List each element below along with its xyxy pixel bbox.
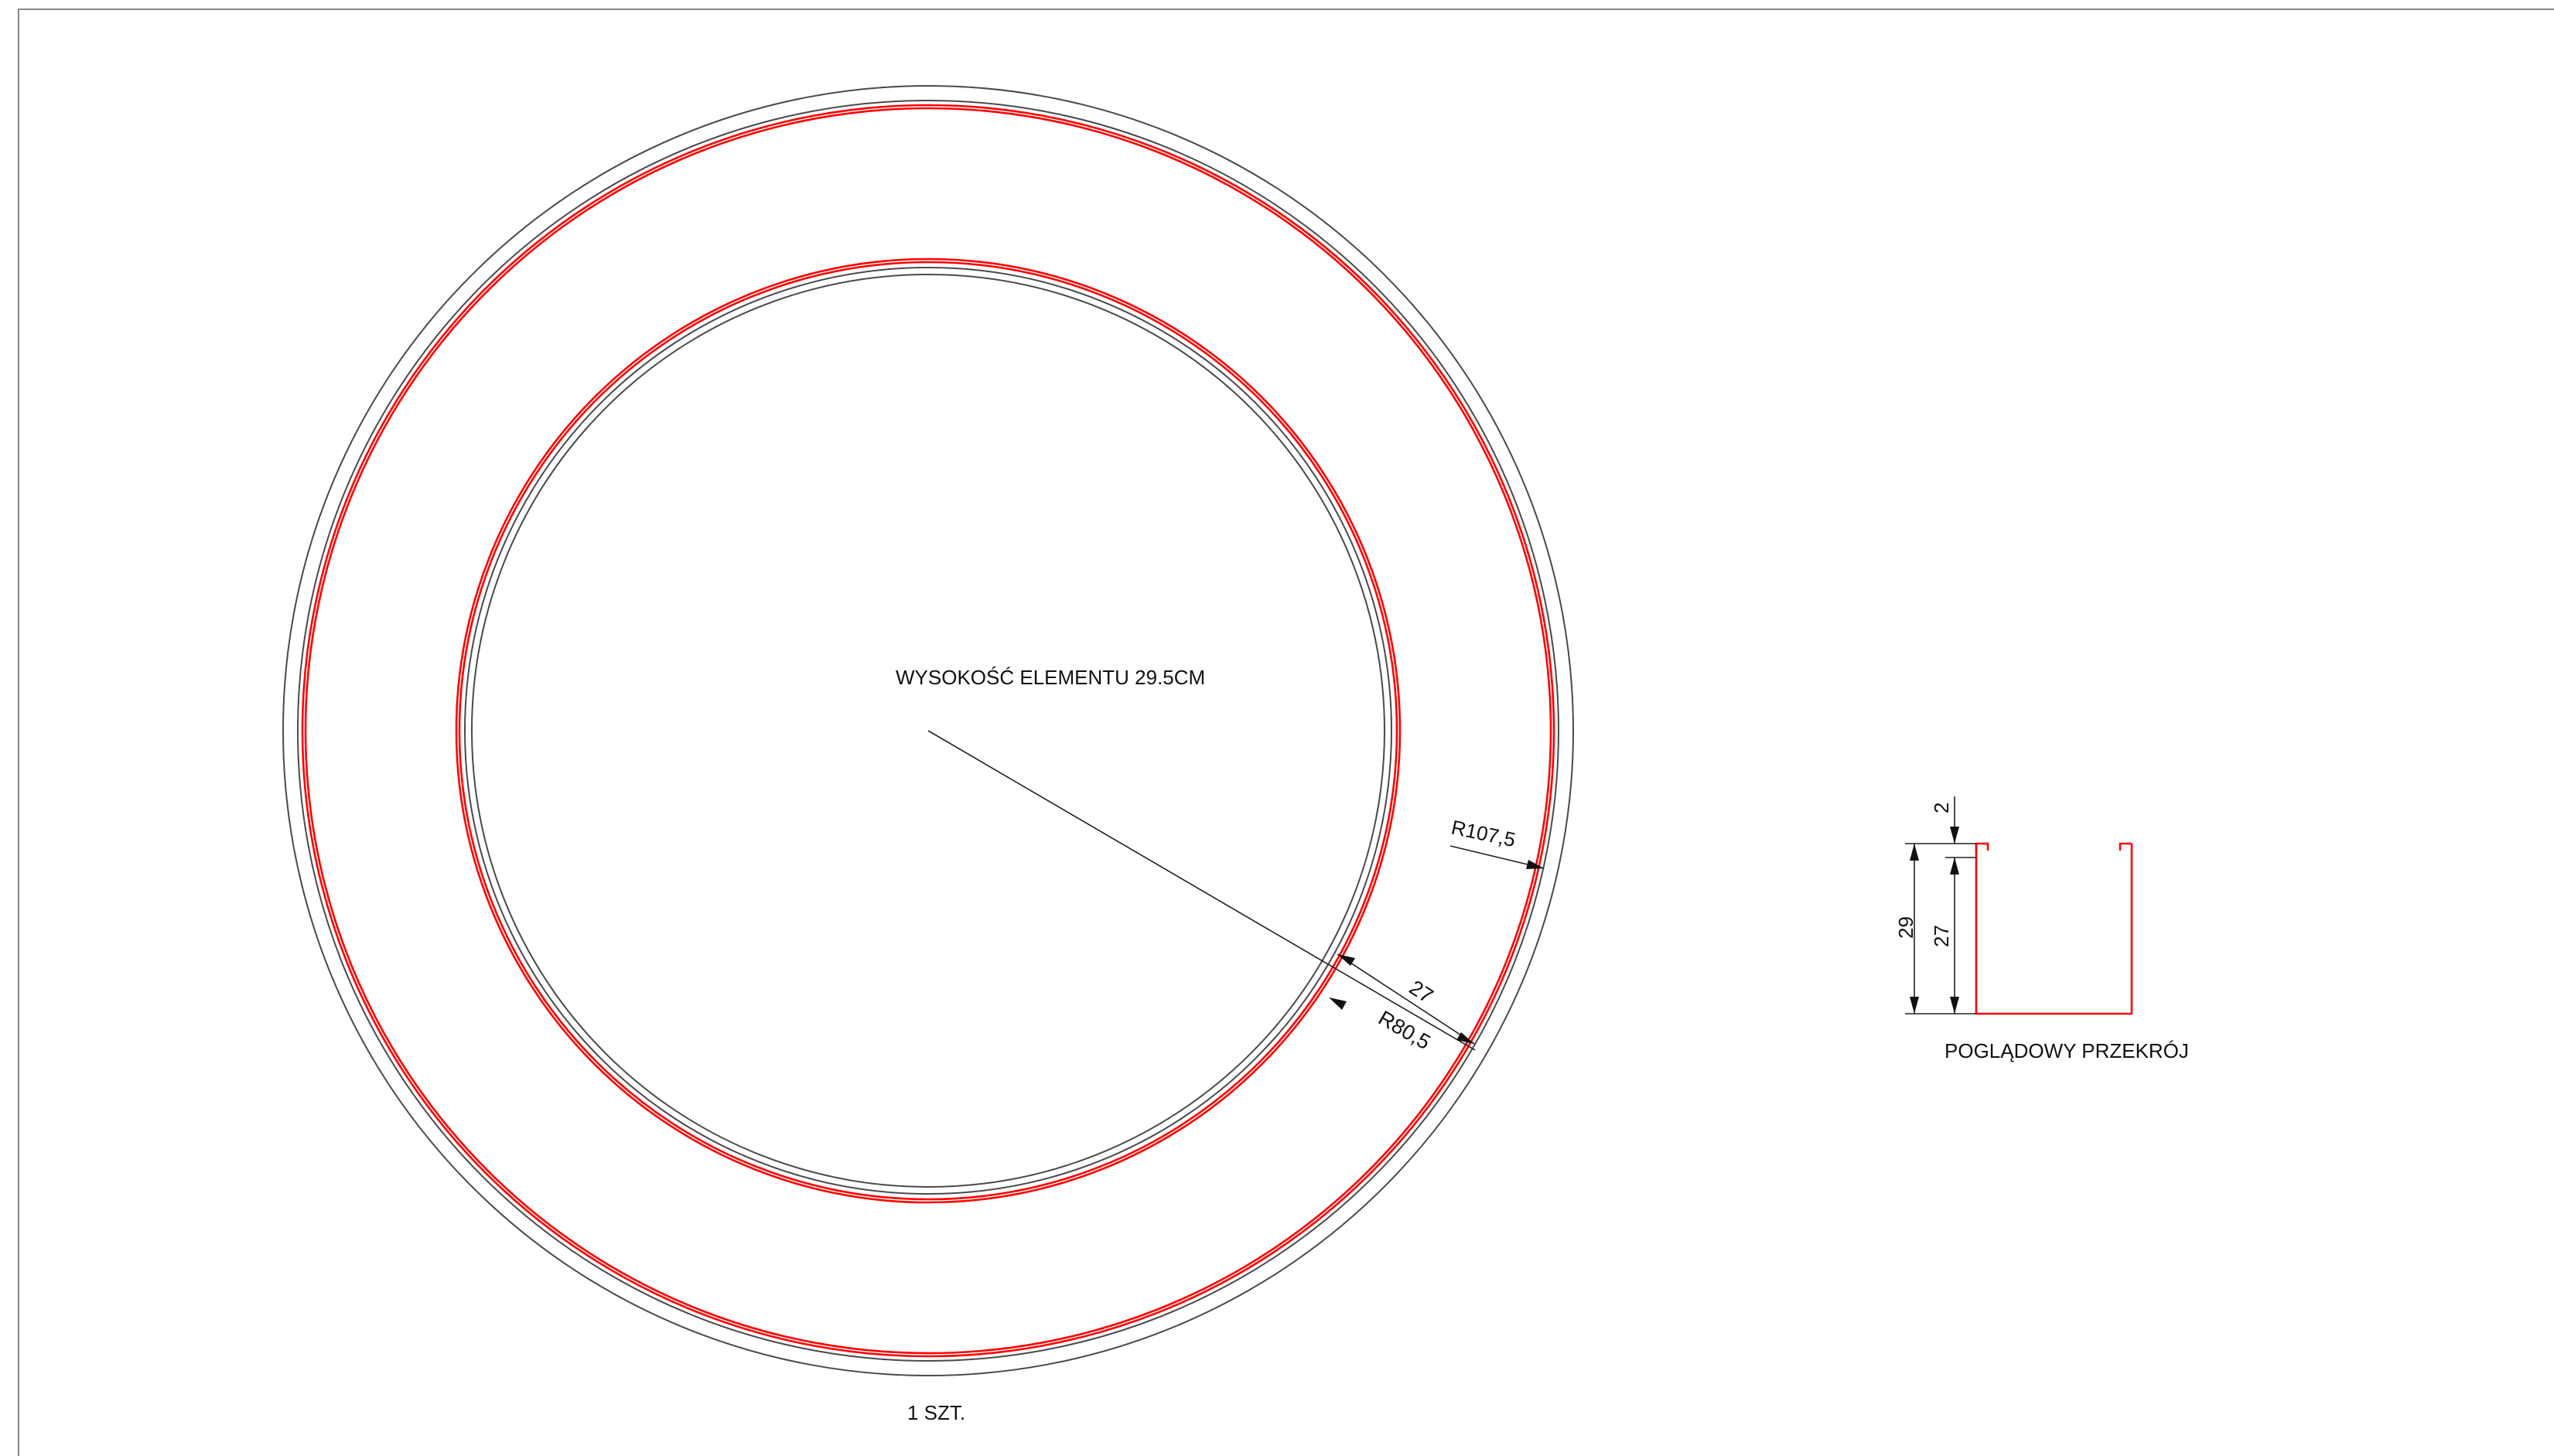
- section-profile-body: [1975, 844, 2133, 1015]
- inner-radius-label: R80,5: [1374, 1006, 1434, 1054]
- inner-ring-red-line-2: [458, 261, 1398, 1201]
- inner-radius-arrow: [1329, 997, 1347, 1010]
- dim-27-arrow-top: [1950, 858, 1959, 875]
- inner-ring-red-line-1: [455, 257, 1402, 1204]
- outer-radius-label: R107,5: [1449, 816, 1518, 852]
- dim-29-label: 29: [1894, 916, 1917, 939]
- dim-2-label: 2: [1930, 803, 1953, 813]
- dim-27-arrow-bottom: [1950, 997, 1959, 1014]
- dim-29-arrow-top: [1910, 844, 1919, 861]
- ring-width-dimension-line: [1337, 953, 1475, 1045]
- dim-29-arrow-bottom: [1910, 997, 1919, 1014]
- section-profile: [1975, 842, 1989, 851]
- quantity-note: 1 SZT.: [907, 1401, 965, 1424]
- inner-ring-outer-edge: [464, 267, 1392, 1195]
- outer-ring-red-line-2: [304, 107, 1552, 1355]
- section-caption: POGLĄDOWY PRZEKRÓJ: [1945, 1039, 2189, 1062]
- sheet-border: [18, 9, 2554, 1456]
- outer-ring-outer-edge: [282, 85, 1574, 1376]
- section-profile-right-lip: [2119, 842, 2132, 851]
- inner-ring-inner-edge: [471, 274, 1385, 1188]
- ring-width-arrow-start: [1337, 954, 1355, 966]
- ring-width-arrow-end: [1456, 1032, 1474, 1044]
- radius-leader-line: [927, 730, 1476, 1051]
- ring-plan-view: 27 R80,5 R107,5 WYSOKOŚĆ ELEMENTU 29.5CM…: [282, 85, 1574, 1424]
- ring-width-label: 27: [1405, 976, 1438, 1008]
- outer-radius-arrow: [1526, 860, 1544, 869]
- dim-2-arrow-top: [1950, 827, 1959, 844]
- outer-ring-red-line-1: [301, 104, 1555, 1358]
- outer-ring-inner-edge: [297, 100, 1559, 1362]
- element-height-note: WYSOKOŚĆ ELEMENTU 29.5CM: [896, 666, 1205, 689]
- cross-section-view: 29 27 2 POGLĄDOWY PRZEKRÓJ: [1894, 796, 2189, 1062]
- dim-27-label: 27: [1930, 925, 1953, 947]
